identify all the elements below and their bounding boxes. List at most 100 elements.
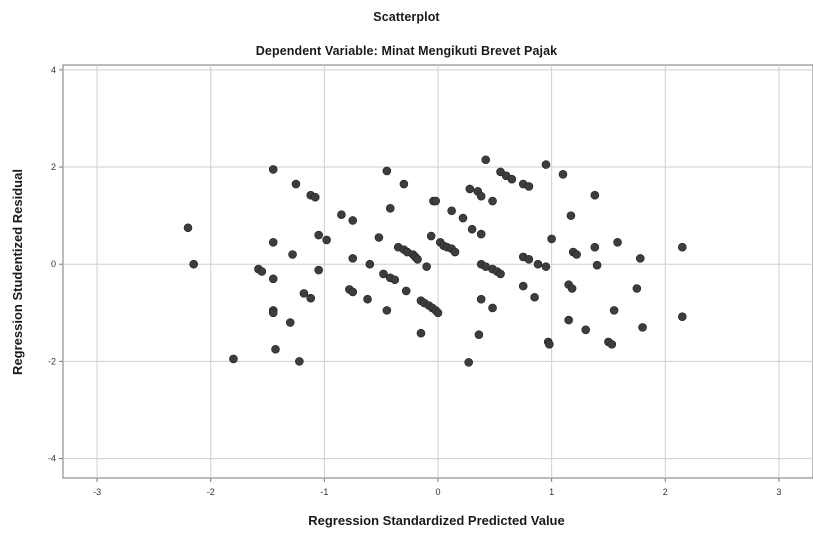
data-point [299,289,309,298]
data-point [291,179,301,189]
data-point [285,318,295,327]
data-point [379,269,388,279]
data-point [572,250,581,259]
data-point [268,238,278,247]
axis-ticks: -3 -2 -1 0 1 2 3 -4 -2 0 2 4 [48,65,781,497]
x-tick-label: -1 [320,487,328,497]
data-point [635,254,645,263]
data-point [447,206,456,216]
data-point [545,340,554,349]
data-point [229,354,238,364]
data-point [524,255,534,264]
chart-title: Scatterplot [373,10,440,24]
data-point [314,230,323,240]
data-point [413,255,422,264]
data-point [476,229,486,239]
data-point [590,242,600,252]
x-tick-label: -2 [207,487,215,497]
data-point [496,269,505,279]
y-tick-label: -2 [48,356,56,366]
data-point [348,254,358,263]
x-tick-label: 2 [663,487,668,497]
data-point [518,281,528,291]
data-point [609,306,619,315]
y-tick-label: 0 [51,259,56,269]
data-point [426,231,436,241]
data-point [541,262,551,271]
data-point [390,275,400,285]
data-point [271,344,280,354]
data-point [481,155,491,165]
data-point [314,265,323,275]
data-point [458,213,468,223]
data-point [268,165,278,174]
data-point [558,170,568,179]
data-point [431,196,441,206]
data-point [474,330,484,339]
data-point [541,160,551,169]
data-point [488,196,497,206]
data-point [632,284,642,293]
data-point [399,179,409,189]
x-axis-label: Regression Standardized Predicted Value [308,513,565,528]
chart-subtitle: Dependent Variable: Minat Mengikuti Brev… [255,44,558,58]
data-point [433,308,443,318]
y-tick-label: 2 [51,162,56,172]
grid-lines [63,65,813,478]
y-tick-label: -4 [48,454,56,464]
data-point [678,242,687,252]
data-point [567,284,577,293]
data-point [189,259,198,269]
data-point [476,191,486,201]
data-point [306,293,316,303]
data-point [592,260,602,270]
data-point [310,192,320,202]
x-tick-label: 3 [776,487,781,497]
data-point [566,211,576,220]
data-point [374,233,384,242]
data-point [524,182,534,191]
data-point [268,274,278,284]
data-point [288,250,297,259]
data-point [337,210,346,219]
data-point [382,306,392,315]
data-point [363,294,372,304]
data-point [476,294,486,304]
data-point [467,224,477,234]
data-point [564,315,573,325]
data-points [183,155,687,367]
data-point [422,262,431,271]
data-point [533,259,543,269]
data-point [581,325,591,335]
data-point [590,190,600,200]
data-point [257,267,267,276]
data-point [464,358,473,367]
data-point [678,312,687,321]
data-point [322,235,331,245]
data-point [268,308,278,318]
data-point [613,238,622,247]
data-point [450,247,460,257]
data-point [401,286,411,296]
data-point [530,292,539,302]
data-point [416,328,426,338]
x-tick-label: 1 [549,487,554,497]
data-point [488,303,497,313]
data-point [183,223,193,233]
data-point [348,216,358,225]
data-point [638,323,647,332]
y-axis-label: Regression Studentized Residual [10,169,25,375]
data-point [385,204,395,213]
data-point [382,166,392,176]
y-tick-label: 4 [51,65,56,75]
data-point [295,357,304,366]
data-point [365,259,375,269]
data-point [547,234,556,244]
data-point [607,340,617,349]
x-tick-label: 0 [435,487,440,497]
data-point [465,184,475,194]
data-point [348,287,358,297]
x-tick-label: -3 [93,487,101,497]
data-point [507,174,517,184]
